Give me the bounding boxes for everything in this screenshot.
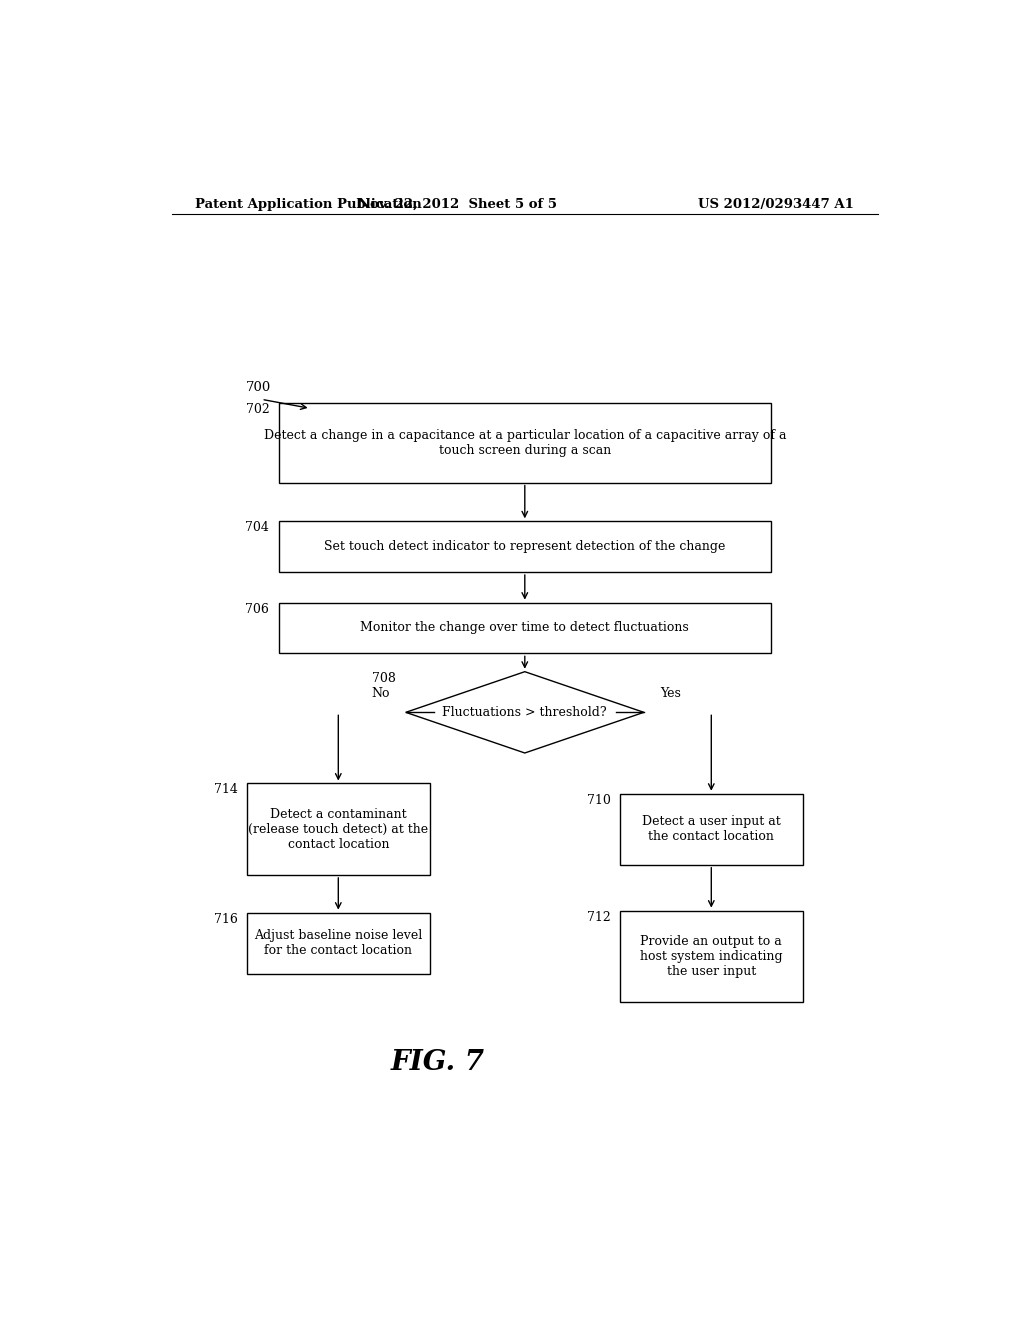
Polygon shape [406,672,644,752]
Text: 714: 714 [214,784,238,796]
Text: 710: 710 [587,793,610,807]
Bar [620,911,803,1002]
Text: 716: 716 [214,912,238,925]
Text: 702: 702 [246,404,269,416]
Text: 712: 712 [587,911,610,924]
Bar [247,784,430,875]
Text: 704: 704 [246,521,269,535]
Bar [279,404,771,483]
Text: Monitor the change over time to detect fluctuations: Monitor the change over time to detect f… [360,622,689,635]
Text: Detect a contaminant
(release touch detect) at the
contact location: Detect a contaminant (release touch dete… [248,808,428,850]
Text: Patent Application Publication: Patent Application Publication [196,198,422,211]
Text: Detect a user input at
the contact location: Detect a user input at the contact locat… [642,816,780,843]
Text: US 2012/0293447 A1: US 2012/0293447 A1 [698,198,854,211]
Text: Yes: Yes [659,688,681,700]
Text: No: No [372,688,390,700]
Text: 706: 706 [246,602,269,615]
Text: Set touch detect indicator to represent detection of the change: Set touch detect indicator to represent … [325,540,725,553]
Text: Nov. 22, 2012  Sheet 5 of 5: Nov. 22, 2012 Sheet 5 of 5 [357,198,557,211]
Text: Detect a change in a capacitance at a particular location of a capacitive array : Detect a change in a capacitance at a pa… [263,429,786,457]
Text: Adjust baseline noise level
for the contact location: Adjust baseline noise level for the cont… [254,929,423,957]
Bar [620,793,803,865]
Text: FIG. 7: FIG. 7 [390,1049,484,1077]
Text: Provide an output to a
host system indicating
the user input: Provide an output to a host system indic… [640,935,782,978]
Bar [247,912,430,974]
Text: Fluctuations > threshold?: Fluctuations > threshold? [442,706,607,719]
Bar [279,521,771,572]
Bar [279,602,771,653]
Text: 708: 708 [373,672,396,685]
Text: 700: 700 [246,380,270,393]
